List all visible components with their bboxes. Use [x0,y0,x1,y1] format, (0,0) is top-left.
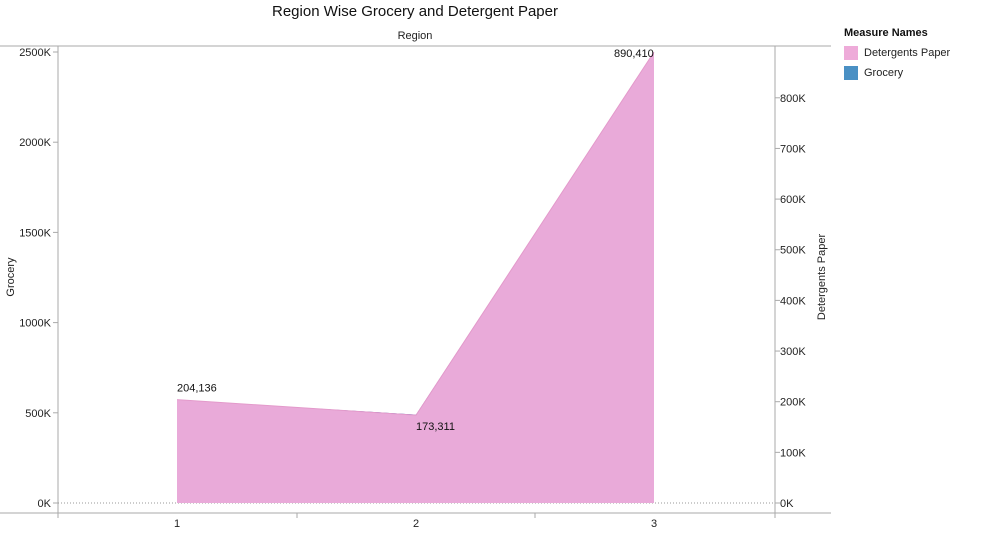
legend-item-detergents-paper[interactable]: Detergents Paper [844,43,979,63]
right-axis-title: Detergents Paper [816,234,828,321]
left-axis-tick-label: 1000K [19,318,51,330]
right-axis-tick-label: 400K [780,295,806,307]
legend-label-detergents-paper: Detergents Paper [864,47,951,59]
right-axis-tick-label: 200K [780,397,806,409]
right-axis-tick-label: 700K [780,143,806,155]
legend-swatch-grocery [844,66,858,80]
right-axis-tick-label: 300K [780,346,806,358]
left-axis-tick-label: 1500K [19,227,51,239]
legend: Measure Names Detergents Paper Grocery [844,27,979,83]
x-axis-tick-label: 3 [651,518,657,530]
legend-swatch-detergents-paper [844,46,858,60]
left-axis-tick-label: 2500K [19,47,51,59]
data-label: 204,136 [177,383,217,395]
legend-item-grocery[interactable]: Grocery [844,63,979,83]
plot-area: 0K500K1000K1500K2000K2500K0K100K200K300K… [0,45,831,530]
right-axis-tick-label: 500K [780,245,806,257]
left-axis-tick-label: 0K [38,498,52,510]
column-header: Region [398,30,433,42]
detergents-paper-area [177,52,654,503]
left-axis-tick-label: 500K [25,408,51,420]
chart-title: Region Wise Grocery and Detergent Paper [272,3,558,20]
left-axis-title: Grocery [5,257,17,297]
right-axis-tick-label: 100K [780,447,806,459]
right-axis-tick-label: 0K [780,498,794,510]
data-label: 173,311 [416,421,455,433]
x-axis-tick-label: 2 [413,518,419,530]
legend-title: Measure Names [844,27,928,39]
x-axis-tick-label: 1 [174,518,180,530]
left-axis-tick-label: 2000K [19,137,51,149]
data-label: 890,410 [614,48,654,60]
legend-label-grocery: Grocery [864,67,904,79]
detergents-paper-line [176,51,655,416]
right-axis-tick-label: 600K [780,194,806,206]
right-axis-tick-label: 800K [780,93,806,105]
